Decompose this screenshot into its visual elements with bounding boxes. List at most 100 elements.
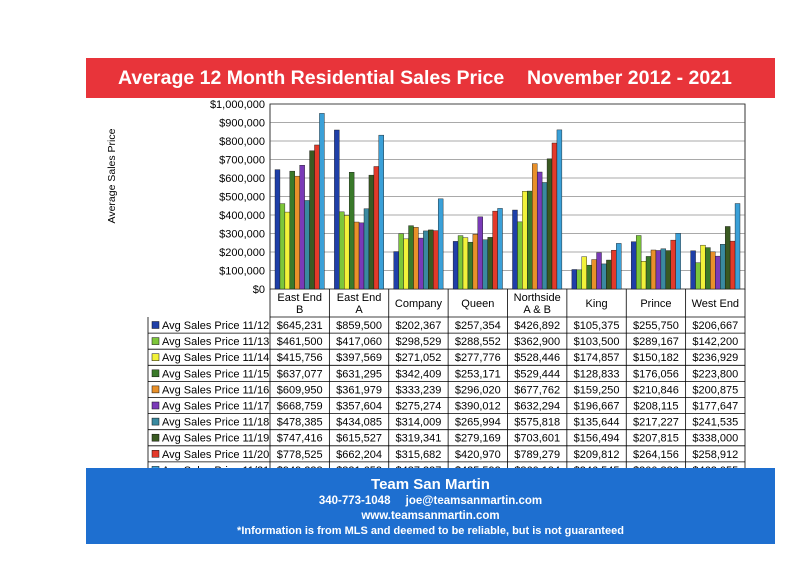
bar <box>418 237 424 290</box>
bar <box>393 251 399 290</box>
bar <box>358 222 365 290</box>
data-label: $258,912 <box>692 449 738 461</box>
legend-entry: Avg Sales Price 11/21 <box>162 465 269 470</box>
y-tick-label: $800,000 <box>219 136 265 148</box>
data-label: $159,250 <box>574 384 620 396</box>
legend-entry: Avg Sales Price 11/16 <box>162 384 269 396</box>
data-label: $417,060 <box>336 336 382 348</box>
data-label: $397,569 <box>336 352 382 364</box>
bar <box>353 221 360 290</box>
category-label: Queen <box>461 298 494 310</box>
category-label: A & B <box>523 304 551 316</box>
data-label: $637,077 <box>277 368 323 380</box>
data-label: $253,171 <box>455 368 501 380</box>
bar <box>645 256 652 290</box>
bar <box>586 264 592 290</box>
bar-chart: $0 $100,000 $200,000 $300,000 $400,000 $500,0… <box>147 99 746 470</box>
y-tick-label: $700,000 <box>219 155 265 167</box>
data-label: $176,056 <box>633 368 679 380</box>
data-label: $200,875 <box>692 384 738 396</box>
data-label: $390,012 <box>455 401 501 413</box>
bar <box>284 211 291 290</box>
legend-entry: Avg Sales Price 11/17 <box>162 401 269 413</box>
legend-swatch <box>151 433 160 442</box>
legend-swatch <box>151 401 160 410</box>
legend-entry: Avg Sales Price 11/19 <box>162 433 269 445</box>
data-label: $462,055 <box>692 465 738 470</box>
y-tick-label: $300,000 <box>219 229 265 241</box>
y-tick-label: $0 <box>253 284 265 296</box>
data-label: $265,994 <box>455 417 501 429</box>
data-label: $859,500 <box>336 320 382 332</box>
bar <box>428 229 434 290</box>
legend-swatch <box>151 385 160 394</box>
bar <box>724 226 731 290</box>
data-label: $209,812 <box>574 449 620 461</box>
bar <box>413 227 419 290</box>
bar <box>487 237 493 290</box>
data-label: $300,886 <box>633 465 679 470</box>
bar <box>695 262 701 290</box>
data-label: $575,818 <box>514 417 560 429</box>
bar <box>294 175 300 290</box>
data-label: $207,815 <box>633 433 679 445</box>
data-label: $202,367 <box>395 320 441 332</box>
y-tick-label: $1,000,000 <box>210 99 265 111</box>
category-label: East End <box>337 292 382 304</box>
bar <box>452 241 459 290</box>
bar <box>576 269 582 290</box>
data-label: $257,354 <box>455 320 501 332</box>
bar <box>596 252 602 290</box>
data-label: $314,009 <box>395 417 441 429</box>
data-label: $631,295 <box>336 368 382 380</box>
data-label: $461,500 <box>277 336 323 348</box>
data-label: $420,970 <box>455 449 501 461</box>
data-label: $206,667 <box>692 320 738 332</box>
phone-number: 340-773-1048 <box>318 495 391 507</box>
data-label: $103,500 <box>574 336 620 348</box>
bar <box>274 169 281 290</box>
bar <box>556 129 563 290</box>
bar <box>512 209 518 290</box>
data-label: $241,535 <box>692 417 738 429</box>
bar <box>363 208 370 290</box>
bar <box>482 239 488 290</box>
title-banner: Average 12 Month Residential Sales Price… <box>86 58 775 98</box>
data-label: $949,238 <box>277 465 323 470</box>
data-label: $333,239 <box>395 384 441 396</box>
data-label: $478,385 <box>277 417 323 429</box>
bar <box>457 235 464 290</box>
legend-swatch <box>151 337 160 345</box>
data-label: $264,156 <box>633 449 679 461</box>
category-label: Company <box>395 298 443 310</box>
bar <box>571 269 578 290</box>
bar <box>670 239 676 290</box>
legend-entry: Avg Sales Price 11/15 <box>162 368 269 380</box>
contact-line: 340-773-1048 joe@teamsanmartin.com <box>86 495 775 507</box>
bar <box>304 200 310 290</box>
data-label: $677,762 <box>514 384 560 396</box>
data-label: $426,892 <box>514 320 560 332</box>
data-label: $105,375 <box>574 320 620 332</box>
data-label: $296,020 <box>455 384 501 396</box>
chart-title: Average 12 Month Residential Sales Price <box>118 67 505 89</box>
bar <box>546 158 553 290</box>
bar <box>314 144 320 290</box>
bar <box>398 233 404 290</box>
y-tick-label: $900,000 <box>219 118 265 130</box>
bar <box>581 256 587 290</box>
bar <box>532 163 538 290</box>
email-address: joe@teamsanmartin.com <box>405 495 543 507</box>
bar <box>640 261 647 290</box>
bar <box>467 241 474 290</box>
bar <box>551 142 558 290</box>
data-label: $415,756 <box>277 352 323 364</box>
bar <box>660 248 667 290</box>
disclaimer: *Information is from MLS and deemed to b… <box>237 525 624 537</box>
bar <box>423 230 429 290</box>
data-label: $208,115 <box>633 401 678 413</box>
bar <box>348 172 355 290</box>
data-label: $135,644 <box>574 417 620 429</box>
legend-swatch <box>151 321 160 329</box>
bar <box>279 203 286 290</box>
